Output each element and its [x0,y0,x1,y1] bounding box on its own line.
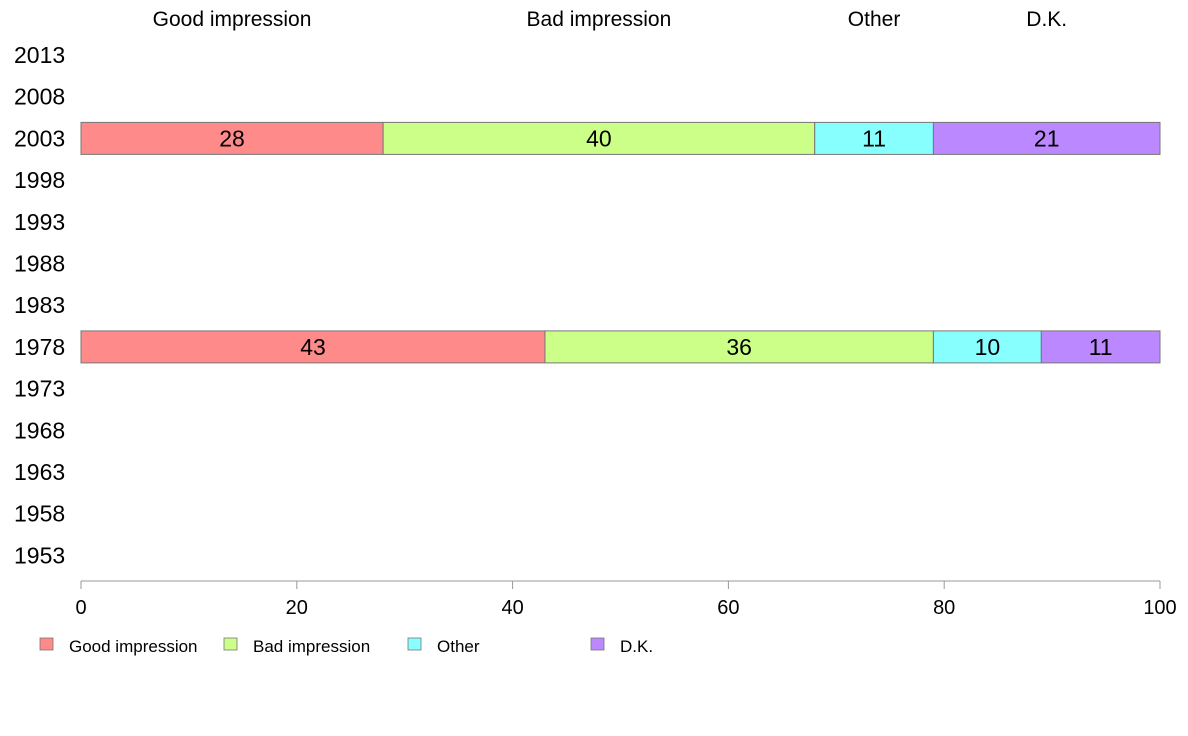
y-tick-label-1968: 1968 [14,417,65,443]
bars: 28 40 11 21 43 36 10 11 [80,121,1161,364]
bar-segment-good-impression-1978 [80,330,546,364]
data-label-bad-impression-1978: 36 [726,334,752,360]
legend-label-d-k: D.K. [620,637,653,656]
y-tick-label-1993: 1993 [14,209,65,235]
x-axis: 0 20 40 60 80 100 [75,580,1177,619]
legend-swatch-other [407,637,422,651]
data-label-good-impression-2003: 28 [219,125,245,151]
bar-segment-bad-impression-2003 [382,121,816,155]
legend-label-bad-impression: Bad impression [253,637,370,656]
x-tick-label-40: 40 [501,597,523,619]
data-label-d-k-1978: 11 [1089,334,1113,360]
data-label-d-k-2003: 21 [1034,125,1060,151]
y-tick-label-2003: 2003 [14,125,65,151]
legend-swatch-good-impression [39,637,54,651]
data-label-bad-impression-2003: 40 [586,125,612,151]
legend-label-good-impression: Good impression [69,637,198,656]
bar-segment-bad-impression-1978 [544,330,934,364]
y-axis-labels: 2013 2008 2003 1998 1993 1988 1983 1978 1973 1968… [14,42,65,568]
column-header-good-impression: Good impression [153,8,312,31]
column-header-d-k: D.K. [1026,8,1067,31]
x-tick-label-80: 80 [933,597,955,619]
column-header-bad-impression: Bad impression [527,8,672,31]
data-label-other-1978: 10 [975,334,1001,360]
bar-segment-other-2003 [814,121,934,155]
y-tick-label-2008: 2008 [14,84,65,110]
y-tick-label-2013: 2013 [14,42,65,68]
legend-swatch-d-k [590,637,605,651]
y-tick-label-1998: 1998 [14,167,65,193]
y-tick-label-1953: 1953 [14,542,65,568]
y-tick-label-1983: 1983 [14,292,65,318]
column-headers: Good impression Bad impression Other D.K. [153,8,1067,31]
legend-label-other: Other [437,637,480,656]
x-tick-label-0: 0 [75,597,86,619]
x-tick-label-20: 20 [286,597,308,619]
x-tick-label-60: 60 [717,597,739,619]
legend-swatch-bad-impression [223,637,238,651]
data-label-other-2003: 11 [862,125,886,151]
legend: Good impression Bad impression Other D.K. [39,637,653,656]
y-tick-label-1988: 1988 [14,251,65,277]
bar-segment-d-k-2003 [932,121,1161,155]
data-label-good-impression-1978: 43 [300,334,326,360]
y-tick-label-1963: 1963 [14,459,65,485]
column-header-other: Other [848,8,901,31]
bar-segment-good-impression-2003 [80,121,384,155]
y-tick-label-1978: 1978 [14,334,65,360]
bar-segment-other-1978 [932,330,1042,364]
x-tick-label-100: 100 [1143,597,1176,619]
y-tick-label-1973: 1973 [14,376,65,402]
y-tick-label-1958: 1958 [14,501,65,527]
bar-segment-d-k-1978 [1040,330,1161,364]
